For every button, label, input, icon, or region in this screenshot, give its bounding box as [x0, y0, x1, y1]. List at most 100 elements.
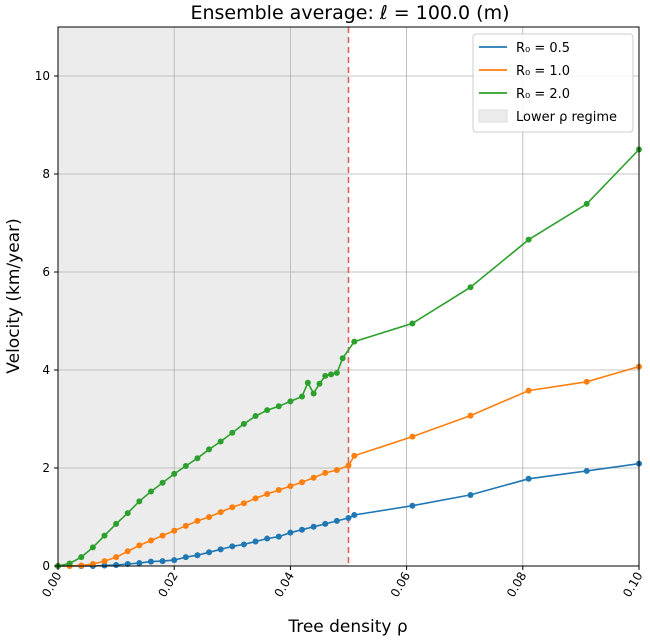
- data-point: [240, 420, 247, 427]
- data-point: [525, 236, 532, 243]
- data-point: [316, 380, 323, 387]
- data-point: [206, 514, 213, 520]
- data-point: [583, 378, 590, 385]
- legend-label: R₀ = 2.0: [516, 87, 570, 102]
- data-point: [275, 487, 282, 494]
- data-point: [229, 504, 236, 511]
- data-point: [351, 512, 358, 519]
- y-tick-label: 8: [42, 167, 50, 181]
- data-point: [304, 379, 311, 386]
- x-axis-label: Tree density ρ: [287, 617, 407, 637]
- data-point: [136, 560, 143, 567]
- legend-box: [472, 33, 634, 133]
- data-point: [322, 520, 329, 527]
- data-point: [101, 532, 108, 539]
- data-point: [78, 554, 85, 561]
- data-point: [525, 387, 532, 394]
- data-point: [328, 371, 335, 378]
- data-point: [299, 479, 306, 486]
- data-point: [310, 390, 317, 397]
- data-point: [194, 455, 201, 462]
- data-point: [159, 558, 166, 565]
- y-tick-label: 2: [42, 461, 50, 475]
- data-point: [66, 560, 73, 567]
- data-point: [333, 369, 340, 376]
- chart-title: Ensemble average: ℓ = 100.0 (m): [190, 2, 509, 24]
- data-point: [171, 470, 178, 477]
- legend: R₀ = 0.5 R₀ = 1.0 R₀ = 2.0 Lower ρ regime: [472, 33, 634, 133]
- legend-label: Lower ρ regime: [516, 110, 617, 125]
- data-point: [299, 393, 306, 400]
- x-tick-label: 0.06: [388, 570, 413, 600]
- data-point: [264, 407, 271, 414]
- legend-swatch-shaded: [478, 109, 508, 123]
- y-tick-label: 4: [42, 363, 50, 377]
- data-point: [264, 535, 271, 542]
- shaded-region: [58, 27, 349, 566]
- data-point: [351, 452, 358, 459]
- data-point: [171, 527, 178, 534]
- data-point: [194, 552, 201, 559]
- x-tick-label: 0.04: [272, 570, 297, 600]
- data-point: [147, 488, 154, 495]
- legend-label: R₀ = 1.0: [516, 64, 570, 79]
- data-point: [101, 558, 108, 565]
- x-tick-label: 0.08: [504, 570, 529, 600]
- data-point: [124, 548, 131, 555]
- data-point: [287, 398, 294, 405]
- data-point: [287, 483, 294, 490]
- axes-frame: [57, 26, 640, 567]
- data-point: [171, 557, 178, 564]
- data-point: [252, 413, 259, 420]
- data-point: [113, 554, 120, 561]
- data-point: [240, 500, 247, 507]
- data-point: [525, 475, 532, 482]
- legend-label: R₀ = 0.5: [516, 41, 570, 56]
- data-point: [194, 517, 201, 524]
- data-point: [322, 469, 329, 476]
- data-point: [136, 542, 143, 549]
- data-point: [113, 520, 120, 527]
- x-tick-label: 0.00: [39, 570, 64, 600]
- data-point: [206, 446, 213, 453]
- data-point: [351, 338, 358, 345]
- data-point: [333, 466, 340, 473]
- data-point: [275, 403, 282, 410]
- data-point: [345, 514, 352, 521]
- y-axis-label: Velocity (km/year): [4, 218, 24, 373]
- data-point: [583, 200, 590, 207]
- data-point: [229, 543, 236, 550]
- x-tick-label: 0.10: [620, 570, 645, 600]
- data-point: [339, 355, 346, 362]
- data-point: [467, 491, 474, 498]
- data-point: [310, 523, 317, 530]
- shaded-region-rect: [58, 27, 349, 566]
- data-point: [124, 510, 131, 517]
- y-tick-label: 0: [42, 559, 50, 573]
- data-point: [467, 412, 474, 419]
- data-point: [287, 529, 294, 536]
- data-point: [217, 438, 224, 445]
- data-point: [299, 526, 306, 533]
- data-point: [147, 537, 154, 544]
- data-point: [136, 498, 143, 505]
- data-point: [217, 509, 224, 516]
- data-point: [252, 495, 259, 502]
- data-point: [182, 522, 189, 529]
- data-point: [206, 549, 213, 556]
- data-point: [159, 479, 166, 486]
- data-point: [229, 429, 236, 436]
- data-point: [409, 320, 416, 327]
- plot-frame: [57, 26, 640, 567]
- data-point: [182, 463, 189, 470]
- series-1: [55, 363, 642, 569]
- data-point: [310, 474, 317, 481]
- data-point: [345, 462, 352, 469]
- data-point: [159, 532, 166, 539]
- data-point: [409, 502, 416, 509]
- series-2: [55, 146, 642, 569]
- data-point: [252, 538, 259, 545]
- data-point: [467, 284, 474, 291]
- data-point: [147, 558, 154, 565]
